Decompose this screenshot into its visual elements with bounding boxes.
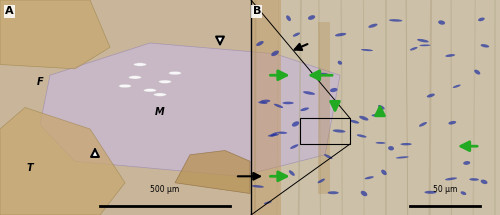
Polygon shape (40, 43, 340, 176)
Ellipse shape (258, 101, 268, 104)
Ellipse shape (420, 45, 430, 46)
Polygon shape (0, 0, 110, 69)
Ellipse shape (268, 134, 279, 137)
Bar (251, 0, 500, 215)
Bar (300, 118, 350, 144)
Text: A: A (5, 6, 14, 17)
Ellipse shape (445, 177, 457, 180)
Ellipse shape (292, 121, 299, 127)
Ellipse shape (286, 15, 291, 21)
Ellipse shape (271, 51, 279, 56)
Ellipse shape (290, 144, 298, 149)
Ellipse shape (129, 76, 141, 79)
Ellipse shape (159, 80, 171, 83)
Bar (251, 0, 281, 215)
Ellipse shape (289, 170, 295, 176)
Bar (0, 0, 250, 215)
Ellipse shape (478, 18, 484, 21)
Ellipse shape (470, 178, 479, 181)
Ellipse shape (438, 20, 445, 25)
Ellipse shape (356, 134, 366, 138)
Ellipse shape (389, 19, 402, 22)
Ellipse shape (260, 100, 270, 103)
Ellipse shape (419, 122, 427, 127)
Polygon shape (175, 150, 250, 194)
Ellipse shape (360, 191, 368, 196)
Ellipse shape (338, 61, 342, 65)
Ellipse shape (252, 185, 264, 188)
Ellipse shape (361, 49, 373, 51)
Ellipse shape (324, 154, 332, 159)
Ellipse shape (300, 108, 309, 111)
Ellipse shape (474, 70, 480, 75)
Ellipse shape (410, 47, 418, 51)
Ellipse shape (460, 191, 466, 195)
Ellipse shape (264, 201, 272, 204)
Ellipse shape (376, 142, 386, 144)
Ellipse shape (378, 105, 384, 110)
Ellipse shape (463, 161, 470, 165)
Ellipse shape (359, 116, 368, 121)
Ellipse shape (256, 41, 264, 46)
Ellipse shape (446, 54, 455, 57)
Text: 500 μm: 500 μm (150, 184, 180, 194)
Ellipse shape (388, 146, 394, 150)
Text: B: B (252, 6, 261, 17)
Ellipse shape (417, 39, 429, 42)
Ellipse shape (282, 102, 294, 104)
Ellipse shape (448, 121, 456, 124)
Ellipse shape (381, 170, 386, 175)
Text: 50 μm: 50 μm (433, 184, 457, 194)
Ellipse shape (427, 94, 435, 98)
Ellipse shape (350, 120, 359, 124)
Ellipse shape (144, 89, 156, 92)
Ellipse shape (480, 180, 488, 184)
Ellipse shape (332, 129, 345, 133)
Ellipse shape (119, 84, 131, 88)
Ellipse shape (319, 73, 328, 75)
Ellipse shape (277, 132, 287, 134)
Ellipse shape (400, 143, 412, 145)
Ellipse shape (318, 179, 325, 183)
Ellipse shape (274, 104, 283, 108)
Ellipse shape (372, 114, 384, 117)
Ellipse shape (424, 191, 436, 194)
Text: T: T (26, 163, 34, 173)
Text: M: M (155, 107, 165, 117)
Ellipse shape (134, 63, 146, 66)
Polygon shape (0, 108, 125, 215)
Text: F: F (36, 77, 44, 87)
Ellipse shape (308, 15, 315, 20)
Bar (318, 22, 330, 194)
Ellipse shape (328, 191, 338, 194)
Ellipse shape (480, 44, 489, 48)
Ellipse shape (364, 176, 374, 179)
Ellipse shape (169, 71, 181, 75)
Ellipse shape (154, 93, 166, 96)
Ellipse shape (293, 32, 300, 37)
Ellipse shape (303, 91, 315, 95)
Ellipse shape (335, 33, 346, 36)
Ellipse shape (368, 24, 378, 28)
Ellipse shape (396, 156, 408, 158)
Ellipse shape (452, 85, 460, 88)
Ellipse shape (270, 132, 278, 137)
Ellipse shape (330, 88, 338, 92)
